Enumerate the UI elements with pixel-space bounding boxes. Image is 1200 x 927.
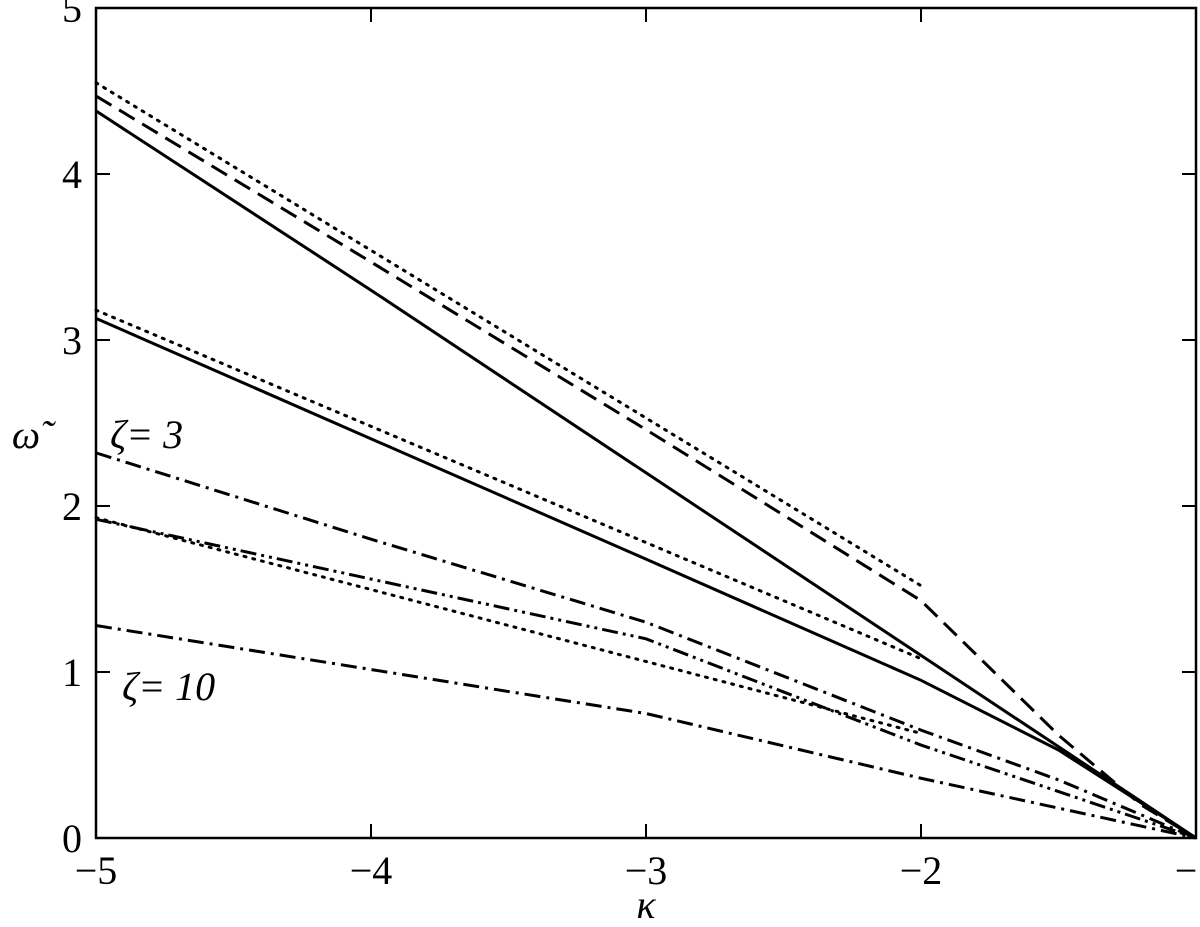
y-axis-label: ω̃ [12, 412, 56, 457]
line-series [95, 517, 1197, 840]
y-tick-label: 0 [62, 816, 82, 861]
y-tick-label: 3 [62, 318, 82, 363]
x-tick-label: −2 [900, 848, 943, 893]
plot-frame [94, 6, 1198, 840]
y-tick-label: 5 [62, 0, 82, 31]
line-series [94, 516, 923, 735]
annotation: ζ= 10 [122, 664, 215, 709]
y-tick-label: 1 [62, 650, 82, 695]
line-series [94, 81, 923, 588]
x-tick-label: −4 [350, 848, 393, 893]
x-axis-label: κ [636, 882, 656, 927]
line-series [94, 308, 923, 661]
y-tick-label: 2 [62, 484, 82, 529]
y-tick-label: 4 [62, 152, 82, 197]
x-tick-label: −1 [1175, 848, 1200, 893]
line-series [95, 624, 1197, 840]
x-tick-label: −3 [625, 848, 668, 893]
annotation: ζ= 3 [110, 412, 183, 457]
line-series [95, 109, 1197, 840]
line-series [95, 451, 1197, 840]
x-tick-label: −5 [75, 848, 118, 893]
line-series [95, 317, 1197, 840]
